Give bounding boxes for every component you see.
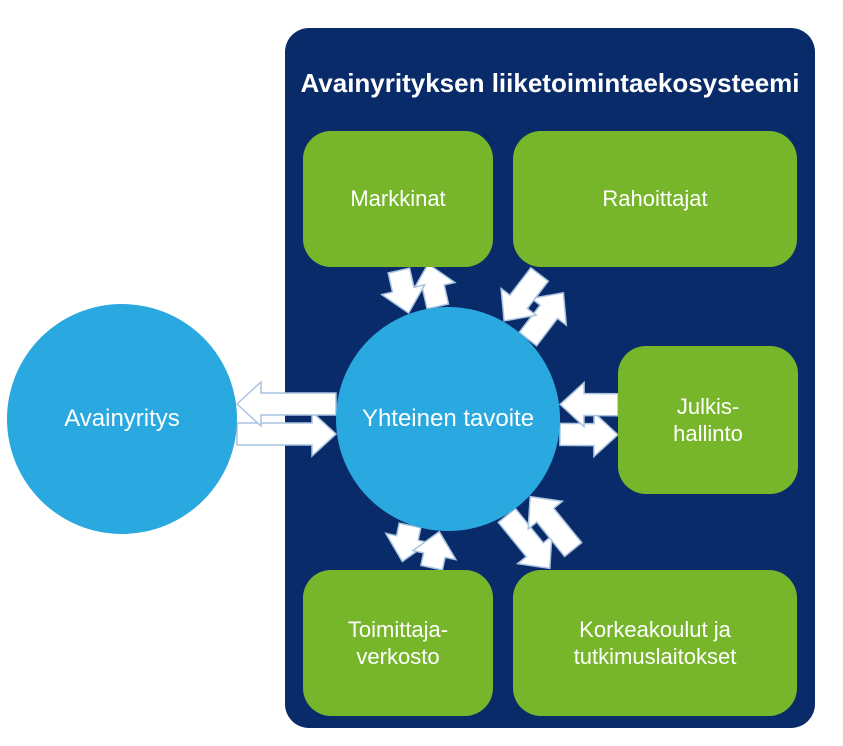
node-avainyritys: Avainyritys (7, 304, 237, 534)
node-korkeakoulut: Korkeakoulut ja tutkimuslaitokset (513, 570, 797, 716)
ecosystem-panel-title: Avainyrityksen liiketoimintaekosysteemi (285, 68, 815, 99)
node-julkis: Julkis-hallinto (618, 346, 798, 494)
node-rahoittajat: Rahoittajat (513, 131, 797, 267)
node-markkinat: Markkinat (303, 131, 493, 267)
node-toimittaja: Toimittaja-verkosto (303, 570, 493, 716)
node-yhteinen: Yhteinen tavoite (336, 307, 560, 531)
